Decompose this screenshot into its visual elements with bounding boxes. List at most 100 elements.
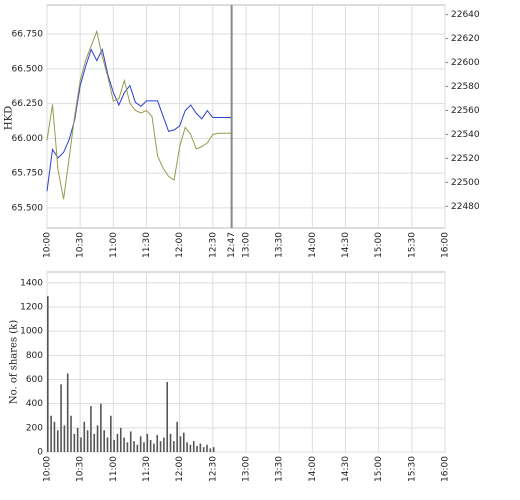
- bar: [66, 373, 69, 452]
- bar: [47, 296, 49, 452]
- y-tick-label: 200: [26, 423, 43, 433]
- y-tick-label: 400: [26, 399, 43, 409]
- y2-tick-label: 22480: [451, 202, 480, 212]
- y-tick-label: 65.500: [12, 203, 44, 213]
- bar: [192, 441, 195, 452]
- x-tick-label: 11:00: [109, 232, 119, 258]
- bar: [182, 432, 185, 452]
- x-tick-label: 13:30: [275, 232, 285, 258]
- y-tick-label: 0: [37, 448, 43, 458]
- bar: [196, 445, 198, 452]
- y2-tick-label: 22640: [451, 10, 480, 20]
- bar: [93, 433, 96, 452]
- bar: [212, 447, 215, 452]
- x-tick-label: 12:30: [208, 232, 218, 258]
- bar: [143, 442, 145, 452]
- y-tick-label: 800: [26, 351, 43, 361]
- bar: [123, 437, 125, 452]
- bar: [100, 403, 102, 452]
- bar: [90, 406, 92, 452]
- y2-tick-label: 22540: [451, 130, 480, 140]
- bar: [163, 437, 165, 452]
- line-series: [46, 29, 232, 200]
- x-tick-label: 13:30: [275, 456, 285, 482]
- x-tick-label: 14:00: [308, 232, 318, 258]
- x-tick-label: 13:00: [242, 456, 252, 482]
- bar: [153, 443, 155, 452]
- bar: [113, 439, 115, 452]
- x-tick-label: 11:30: [142, 232, 152, 258]
- bar: [103, 430, 105, 452]
- bar: [129, 431, 132, 452]
- x-tick-label: 12:30: [208, 456, 218, 482]
- y2-tick-label: 22620: [451, 34, 480, 44]
- bar: [56, 430, 59, 452]
- bar: [110, 415, 112, 452]
- x-tick-label: 12:00: [175, 456, 185, 482]
- bar: [209, 448, 212, 452]
- x-tick-label: 13:00: [242, 232, 252, 258]
- bar: [126, 442, 129, 452]
- x-tick-label: 14:00: [308, 456, 318, 482]
- x-tick-label: 14:30: [341, 456, 351, 482]
- y-tick-label: 66.000: [12, 134, 44, 144]
- y-tick-label: 65.750: [12, 169, 44, 179]
- bar: [159, 441, 162, 452]
- bar: [73, 433, 76, 452]
- x-tick-label: 12:00: [175, 232, 185, 258]
- y2-tick-label: 22520: [451, 154, 480, 164]
- x-tick-label: 15:30: [407, 232, 417, 258]
- bar: [166, 381, 168, 452]
- x-tick-label: 10:30: [76, 232, 86, 258]
- y-tick-label: 600: [26, 375, 43, 385]
- x-tick-label: 11:30: [142, 456, 152, 482]
- y2-tick-label: 22560: [451, 106, 480, 116]
- bar: [76, 427, 79, 452]
- bar: [106, 437, 109, 452]
- x-tick-label: 11:00: [109, 456, 119, 482]
- x-tick-label: 15:30: [407, 456, 417, 482]
- y2-tick-label: 22600: [451, 58, 480, 68]
- y2-tick-label: 22500: [451, 178, 480, 188]
- y-tick-label: 66.500: [12, 64, 44, 74]
- bar: [202, 447, 205, 452]
- bar: [199, 443, 202, 452]
- bar: [83, 421, 86, 452]
- x-tick-label: 15:00: [374, 232, 384, 258]
- y-tick-label: 66.750: [12, 30, 44, 40]
- bar: [133, 441, 135, 452]
- bar: [206, 444, 208, 452]
- y-tick-label: 1000: [20, 327, 43, 337]
- x-tick-label: 10:00: [43, 456, 53, 482]
- bar: [96, 425, 99, 452]
- y-tick-label: 1200: [20, 303, 43, 313]
- bar: [60, 384, 62, 452]
- x-tick-label: 10:00: [43, 232, 53, 258]
- bar: [70, 415, 72, 452]
- x-tick-label: 16:00: [441, 232, 451, 258]
- y-tick-label: 1400: [20, 278, 43, 288]
- bar: [136, 444, 139, 452]
- bar: [169, 433, 172, 452]
- bar: [116, 433, 119, 452]
- bar: [176, 421, 178, 452]
- bar: [86, 430, 89, 452]
- bar: [186, 442, 188, 452]
- bar: [50, 415, 52, 452]
- bar: [189, 444, 192, 452]
- bar: [63, 425, 66, 452]
- y-tick-label: 66.250: [12, 99, 44, 109]
- y-axis-title: HKD: [4, 106, 15, 130]
- bar: [179, 436, 182, 452]
- bar: [139, 436, 142, 452]
- x-tick-label: 12:47: [227, 232, 237, 258]
- bar: [80, 437, 82, 452]
- bar: [173, 441, 175, 452]
- x-tick-label: 16:00: [441, 456, 451, 482]
- bar: [146, 433, 149, 452]
- bar: [119, 427, 122, 452]
- bar: [149, 439, 152, 452]
- bar: [156, 435, 159, 452]
- y-axis-title: No. of shares (k): [9, 320, 20, 404]
